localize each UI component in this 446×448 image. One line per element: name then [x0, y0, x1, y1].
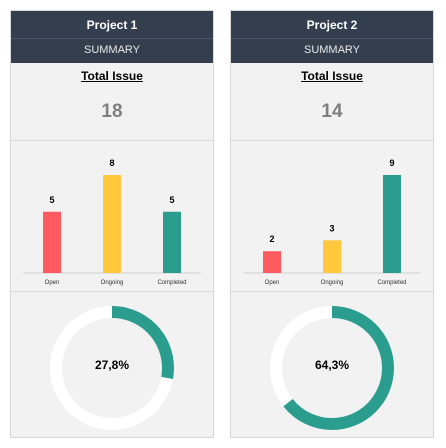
- project-card-1: Project 1 SUMMARY Total Issue 18 5 Open 8 O…: [10, 10, 214, 438]
- issue-bar-chart: 5 Open 8 Ongoing 5 Completed: [23, 158, 201, 286]
- total-issue-label: Total Issue: [81, 69, 143, 83]
- x-tick-label: Ongoing: [321, 280, 344, 286]
- donut-progress-arc: [270, 306, 394, 430]
- completion-section: 27,8%: [11, 291, 213, 439]
- issue-bar-chart: 2 Open 3 Ongoing 9 Completed: [243, 158, 421, 286]
- total-issue-label: Total Issue: [301, 69, 363, 83]
- project-header: Project 2 SUMMARY: [231, 11, 433, 63]
- project-title: Project 1: [86, 18, 138, 32]
- bar-value-label: 5: [49, 195, 54, 205]
- bar-open: [263, 251, 281, 273]
- header-divider: [231, 38, 433, 39]
- bar-ongoing: [103, 175, 121, 273]
- total-issue-section: Total Issue 18: [11, 63, 213, 140]
- project-title: Project 2: [306, 18, 358, 32]
- x-tick-label: Ongoing: [101, 280, 124, 286]
- x-tick-label: Completed: [157, 280, 186, 286]
- total-issue-value: 18: [101, 101, 123, 122]
- issue-bar-chart-section: 5 Open 8 Ongoing 5 Completed: [11, 140, 213, 291]
- project-header: Project 1 SUMMARY: [11, 11, 213, 63]
- completion-section: 64,3%: [231, 291, 433, 439]
- issue-bar-chart-section: 2 Open 3 Ongoing 9 Completed: [231, 140, 433, 291]
- x-tick-label: Completed: [377, 280, 406, 286]
- total-issue-value: 14: [321, 101, 343, 122]
- total-issue-section: Total Issue 14: [231, 63, 433, 140]
- bar-completed: [163, 211, 181, 273]
- bar-value-label: 9: [389, 158, 394, 168]
- donut-progress-arc: [50, 306, 174, 430]
- completion-label: 64,3%: [314, 358, 350, 372]
- bar-value-label: 8: [109, 158, 114, 168]
- completion-donut: [270, 306, 394, 430]
- bar-completed: [383, 175, 401, 273]
- header-divider: [11, 38, 213, 39]
- project-subtitle: SUMMARY: [303, 44, 361, 56]
- bar-value-label: 5: [169, 195, 174, 205]
- project-subtitle: SUMMARY: [83, 44, 141, 56]
- completion-label: 27,8%: [94, 358, 130, 372]
- bar-value-label: 3: [329, 223, 334, 233]
- x-tick-label: Open: [265, 280, 280, 286]
- bar-open: [43, 211, 61, 273]
- completion-donut: [50, 306, 174, 430]
- project-card-2: Project 2 SUMMARY Total Issue 14 2 Open 3 O…: [230, 10, 434, 438]
- bar-value-label: 2: [269, 234, 274, 244]
- x-tick-label: Open: [45, 280, 60, 286]
- bar-ongoing: [323, 240, 341, 273]
